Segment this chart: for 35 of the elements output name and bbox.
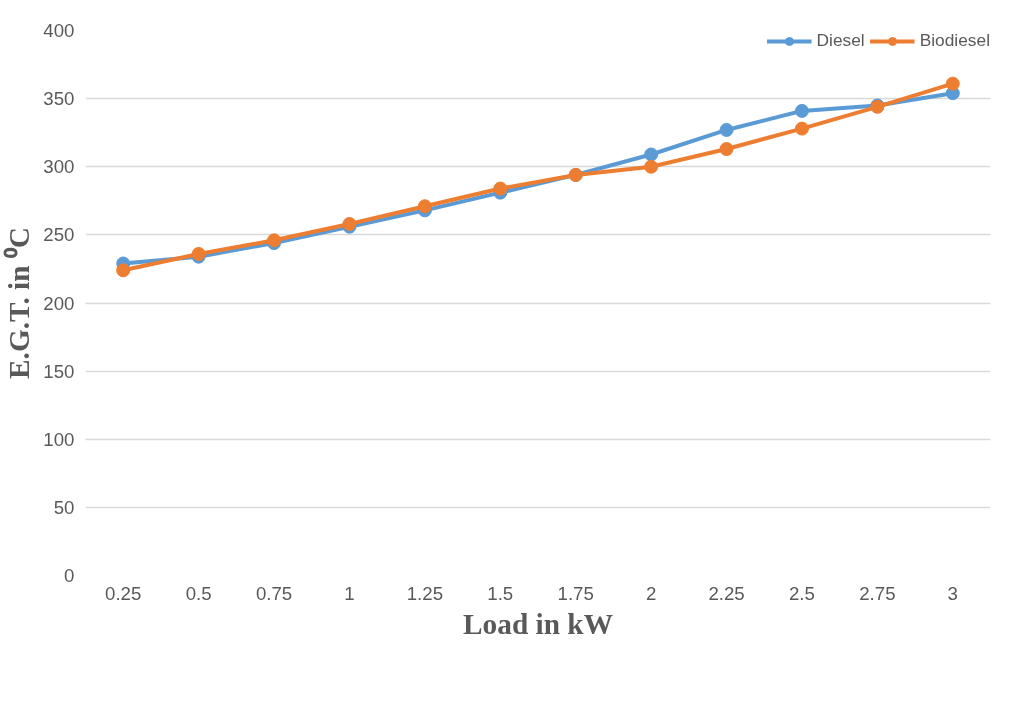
y-tick-label: 150 [43, 360, 75, 382]
point [644, 147, 659, 162]
point [794, 103, 809, 118]
x-tick-label: 2.5 [788, 582, 815, 604]
point [794, 121, 809, 136]
point [719, 142, 734, 157]
x-tick-label: 1.5 [487, 582, 514, 604]
legend-label: Diesel [816, 30, 865, 51]
y-tick-label: 0 [64, 565, 75, 586]
point [493, 181, 508, 196]
x-tick-label: 0.5 [185, 582, 212, 604]
y-axis-title: E.G.T. in ⁰C [3, 226, 36, 380]
x-tick-label: 2 [645, 582, 657, 604]
legend-label: Biodiesel [919, 30, 990, 51]
x-axis-title: Load in kW [463, 607, 613, 640]
point [945, 76, 960, 91]
y-tick-label: 350 [43, 88, 75, 110]
y-tick-label: 300 [43, 156, 75, 178]
point [644, 159, 659, 174]
point [116, 263, 131, 278]
point [417, 199, 432, 214]
x-tick-label: 0.25 [105, 582, 142, 604]
x-tick-label: 1.25 [406, 582, 444, 604]
y-tick-label: 400 [43, 20, 75, 41]
y-tick-label: 250 [43, 224, 75, 246]
x-tick-label: 0.75 [255, 582, 293, 604]
y-tick-label: 100 [43, 428, 75, 450]
y-tick-label: 200 [43, 292, 75, 314]
x-tick-label: 1 [344, 582, 355, 604]
x-tick-label: 2.25 [708, 582, 745, 604]
x-tick-label: 1.75 [557, 582, 594, 604]
x-tick-label: 3 [947, 582, 958, 604]
y-tick-label: 50 [53, 496, 75, 518]
point [719, 122, 734, 137]
x-tick-label: 2.75 [859, 582, 896, 604]
